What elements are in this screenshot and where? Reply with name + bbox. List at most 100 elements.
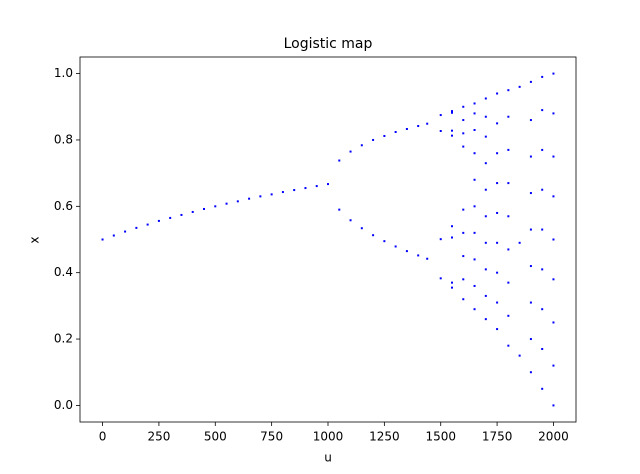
point	[439, 277, 442, 280]
point	[473, 102, 476, 105]
x-tick-label: 750	[260, 430, 283, 444]
point	[405, 128, 408, 131]
point	[451, 225, 453, 228]
point	[259, 195, 262, 198]
point	[338, 159, 341, 162]
point	[225, 202, 228, 205]
x-tick-label: 500	[204, 430, 227, 444]
point	[541, 348, 544, 350]
point	[462, 255, 465, 258]
x-tick-label: 1000	[313, 430, 344, 444]
point	[518, 85, 521, 88]
point	[529, 119, 532, 122]
point	[439, 114, 442, 117]
point	[484, 135, 487, 138]
point	[451, 286, 453, 289]
point	[529, 80, 532, 83]
point	[507, 314, 510, 317]
point	[462, 278, 465, 281]
x-tick-label: 0	[99, 430, 107, 444]
point	[394, 245, 397, 248]
x-tick-label: 2000	[538, 430, 569, 444]
point	[496, 182, 499, 185]
point	[101, 238, 104, 241]
point	[112, 234, 115, 237]
point	[496, 152, 499, 155]
point	[552, 112, 555, 115]
y-tick-label: 1.0	[54, 66, 73, 80]
point	[496, 241, 499, 244]
y-axis-label: x	[28, 236, 42, 243]
point	[360, 144, 363, 147]
point	[529, 192, 532, 195]
point	[248, 197, 251, 200]
point	[462, 119, 465, 122]
point	[360, 227, 363, 230]
point	[451, 134, 453, 137]
point	[552, 278, 555, 281]
point	[304, 187, 307, 190]
point	[484, 188, 487, 191]
point	[529, 301, 532, 304]
point	[529, 265, 532, 268]
point	[462, 298, 465, 301]
point	[484, 215, 487, 218]
point	[281, 191, 284, 194]
point	[507, 148, 510, 151]
point	[203, 207, 205, 210]
x-axis-label: u	[324, 451, 332, 465]
point	[451, 281, 453, 284]
point	[451, 110, 453, 113]
point	[462, 132, 465, 135]
x-tick-label: 1750	[482, 430, 513, 444]
y-tick-label: 0.6	[54, 199, 73, 213]
point	[135, 226, 138, 229]
point	[214, 205, 217, 208]
point	[439, 238, 442, 241]
point	[496, 122, 499, 125]
point	[507, 281, 510, 284]
point	[552, 195, 555, 198]
plot-frame	[79, 56, 577, 423]
point	[451, 111, 453, 114]
point	[473, 284, 476, 287]
point	[552, 364, 555, 367]
point	[462, 105, 465, 108]
point	[552, 404, 555, 407]
point	[473, 152, 476, 155]
point	[529, 338, 532, 341]
point	[426, 122, 429, 125]
point	[541, 268, 544, 271]
point	[507, 248, 510, 251]
point	[507, 89, 510, 92]
point	[372, 234, 375, 237]
point	[473, 231, 476, 234]
point	[473, 129, 476, 131]
point	[552, 238, 555, 241]
point	[552, 321, 555, 324]
point	[124, 230, 127, 233]
point	[541, 228, 544, 231]
point	[507, 344, 510, 347]
point	[473, 258, 476, 261]
point	[496, 328, 499, 331]
point	[484, 97, 487, 100]
point	[484, 162, 487, 165]
point	[484, 115, 487, 118]
point	[529, 371, 532, 374]
point	[236, 200, 239, 203]
point	[541, 188, 544, 191]
point	[439, 129, 442, 132]
point	[383, 134, 386, 137]
point	[191, 210, 194, 213]
point	[426, 257, 429, 260]
point	[541, 75, 544, 78]
point	[349, 219, 352, 222]
point	[451, 236, 453, 239]
point	[315, 185, 318, 188]
chart-title: Logistic map	[284, 36, 373, 52]
point	[496, 271, 499, 274]
point	[484, 268, 487, 271]
